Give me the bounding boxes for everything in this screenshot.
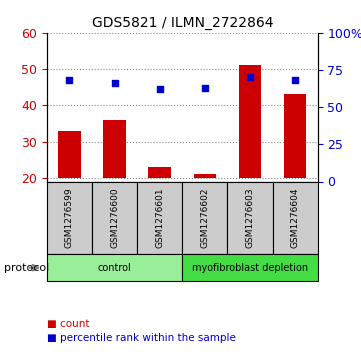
Text: GSM1276603: GSM1276603 bbox=[245, 187, 255, 248]
Text: GSM1276600: GSM1276600 bbox=[110, 187, 119, 248]
Text: protocol: protocol bbox=[4, 263, 49, 273]
Text: GSM1276599: GSM1276599 bbox=[65, 187, 74, 248]
Bar bbox=[148, 167, 171, 178]
Point bbox=[112, 80, 118, 86]
Text: GSM1276601: GSM1276601 bbox=[155, 187, 164, 248]
Bar bbox=[193, 174, 216, 178]
Text: ■ count: ■ count bbox=[47, 319, 90, 330]
Title: GDS5821 / ILMN_2722864: GDS5821 / ILMN_2722864 bbox=[92, 16, 273, 30]
Bar bbox=[284, 94, 306, 178]
Point bbox=[157, 86, 162, 92]
Bar bbox=[103, 120, 126, 178]
Text: myofibroblast depletion: myofibroblast depletion bbox=[192, 263, 308, 273]
Text: GSM1276602: GSM1276602 bbox=[200, 188, 209, 248]
Text: GSM1276604: GSM1276604 bbox=[291, 188, 300, 248]
Point bbox=[247, 74, 253, 80]
Bar bbox=[58, 131, 81, 178]
Point bbox=[202, 85, 208, 91]
Text: ■ percentile rank within the sample: ■ percentile rank within the sample bbox=[47, 333, 236, 343]
Bar bbox=[239, 65, 261, 178]
Point bbox=[67, 77, 73, 83]
Text: control: control bbox=[98, 263, 131, 273]
Point bbox=[292, 77, 298, 83]
